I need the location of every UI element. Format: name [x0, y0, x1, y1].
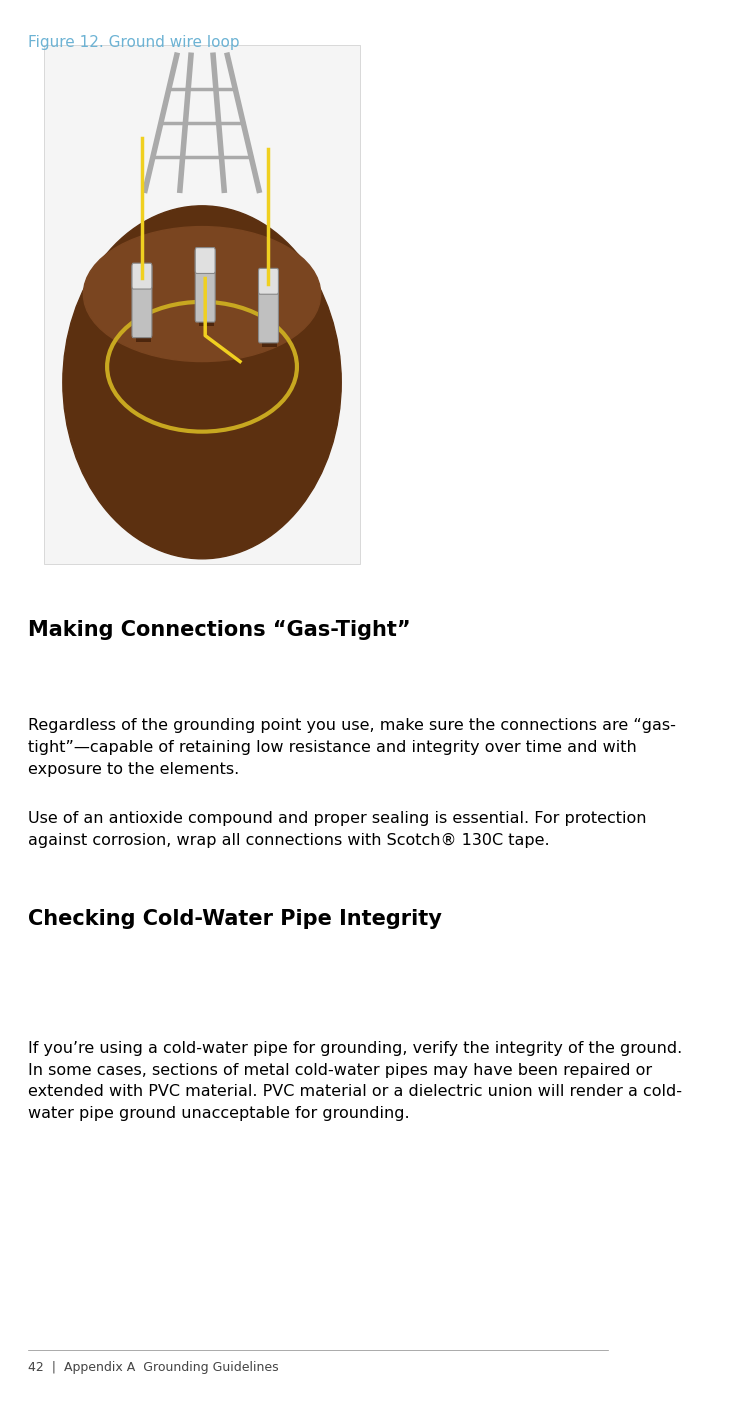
FancyBboxPatch shape [195, 248, 215, 323]
FancyBboxPatch shape [136, 304, 151, 341]
Text: Figure 12. Ground wire loop: Figure 12. Ground wire loop [28, 35, 240, 51]
Ellipse shape [83, 227, 321, 362]
Text: If you’re using a cold-water pipe for grounding, verify the integrity of the gro: If you’re using a cold-water pipe for gr… [28, 1041, 682, 1121]
Text: Making Connections “Gas-Tight”: Making Connections “Gas-Tight” [28, 620, 411, 640]
Text: Regardless of the grounding point you use, make sure the connections are “gas-
t: Regardless of the grounding point you us… [28, 718, 676, 776]
Text: Use of an antioxide compound and proper sealing is essential. For protection
aga: Use of an antioxide compound and proper … [28, 811, 647, 847]
Text: Checking Cold-Water Pipe Integrity: Checking Cold-Water Pipe Integrity [28, 909, 442, 929]
FancyBboxPatch shape [132, 265, 152, 338]
FancyBboxPatch shape [195, 247, 215, 274]
FancyBboxPatch shape [132, 264, 152, 289]
FancyBboxPatch shape [44, 45, 360, 564]
Text: 42  |  Appendix A  Grounding Guidelines: 42 | Appendix A Grounding Guidelines [28, 1361, 279, 1374]
FancyBboxPatch shape [258, 268, 278, 295]
Ellipse shape [63, 206, 342, 558]
FancyBboxPatch shape [199, 289, 214, 325]
FancyBboxPatch shape [263, 310, 277, 347]
FancyBboxPatch shape [258, 269, 278, 342]
